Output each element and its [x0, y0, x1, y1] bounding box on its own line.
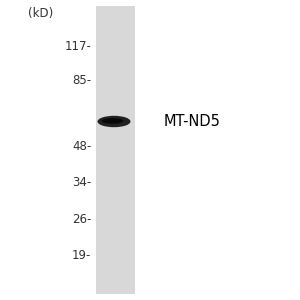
Text: 48-: 48-: [72, 140, 92, 154]
Text: MT-ND5: MT-ND5: [164, 114, 220, 129]
Text: (kD): (kD): [28, 7, 53, 20]
Ellipse shape: [102, 118, 123, 124]
Text: 26-: 26-: [72, 213, 92, 226]
Text: 19-: 19-: [72, 249, 92, 262]
Text: 85-: 85-: [72, 74, 92, 88]
Text: 34-: 34-: [72, 176, 92, 190]
Bar: [96, 6, 135, 294]
Text: 117-: 117-: [64, 40, 92, 53]
Ellipse shape: [98, 116, 130, 127]
